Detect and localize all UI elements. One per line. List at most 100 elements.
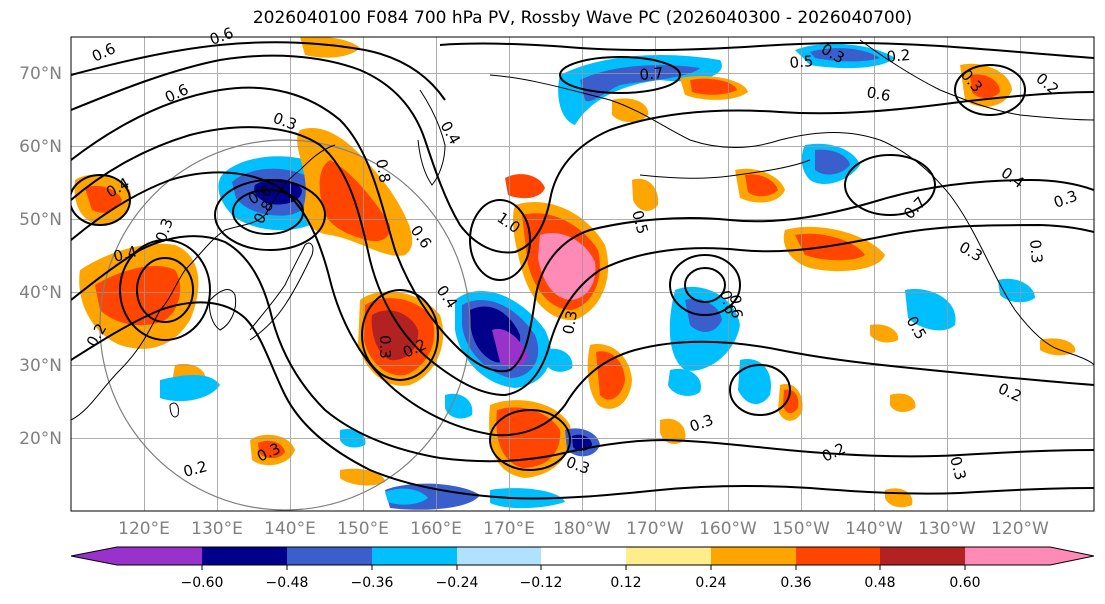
contour-label: 0.3 — [376, 335, 394, 359]
positive-anomaly-hawaii — [660, 418, 686, 444]
radius-circle — [99, 139, 471, 511]
lon-label: 180°W — [553, 519, 611, 539]
contour-line-7 — [439, 42, 1094, 59]
coastlines — [71, 39, 1094, 421]
contour-line-3 — [71, 235, 1094, 463]
coastline-alaska — [489, 74, 881, 148]
colorbar-segment — [287, 547, 372, 565]
lon-label: 140°W — [845, 519, 903, 539]
negative-anomaly-bering-core — [580, 65, 700, 102]
map-frame — [70, 36, 1095, 512]
closed-contour-china — [119, 239, 211, 341]
colorbar-segment — [372, 547, 457, 565]
colorbar-tick-label: 0.24 — [695, 575, 726, 591]
longitude-labels: 120°E 130°E 140°E 150°E 160°E 170°E 180°… — [118, 519, 1049, 539]
positive-anomaly-central-pacific-core — [371, 310, 419, 361]
colorbar-segment — [796, 547, 880, 565]
contour-line-5 — [71, 54, 1094, 254]
negative-anomaly-east-pacific-b — [905, 289, 956, 331]
lon-label: 120°W — [991, 519, 1049, 539]
lat-label-70n: 70°N — [19, 64, 62, 84]
colorbar-segment — [880, 547, 965, 565]
closed-contour-subtropics — [489, 409, 571, 471]
graticule — [71, 37, 1094, 511]
positive-anomaly-baja — [1040, 338, 1076, 356]
positive-anomaly-east-pacific-core — [783, 389, 799, 414]
closed-contour-okhotsk-inner — [232, 189, 304, 235]
colorbar-extend-left — [71, 547, 117, 565]
lon-label: 120°E — [118, 519, 170, 539]
positive-anomaly-taiwan-core — [258, 440, 285, 459]
colorbar-segment — [965, 547, 1050, 565]
coastline-aleutians — [639, 159, 811, 179]
contour-label: 0.6 — [716, 288, 740, 316]
colorbar: −0.60 −0.48 −0.36 −0.24 −0.12 0.12 0.24 … — [70, 546, 1095, 591]
closed-contour-gulf-alaska — [844, 154, 936, 216]
lon-label: 160°W — [699, 519, 757, 539]
closed-contour-canada — [954, 64, 1026, 116]
colorbar-tick-label: 0.60 — [949, 575, 980, 591]
coastline-japan — [249, 242, 314, 341]
closed-contour-dateline — [469, 199, 531, 281]
negative-anomaly-tropical-band-west — [385, 488, 428, 505]
lon-label: 170°E — [483, 519, 535, 539]
negative-anomaly-small-a — [445, 393, 473, 419]
closed-contour-china-inner — [136, 257, 194, 323]
coastline-asia — [71, 144, 336, 421]
contour-label: 0.2 — [886, 46, 911, 66]
contour-label: 0.3 — [946, 454, 970, 482]
negative-anomaly-east-pacific-a — [738, 359, 771, 405]
positive-anomaly-alaska-south-core — [745, 174, 778, 197]
latitude-labels: 70°N 60°N 50°N 40°N 30°N 20°N — [19, 64, 62, 449]
contour-label: 0.6 — [865, 83, 892, 105]
coastline-kamchatka — [417, 89, 446, 186]
lat-label-40n: 40°N — [19, 283, 62, 303]
closed-contour-165w-inner — [684, 267, 726, 303]
contour-line-2 — [71, 171, 1094, 437]
contour-line-1 — [71, 126, 1094, 397]
positive-anomaly-east-pacific-b — [870, 324, 899, 343]
coastline-korea — [209, 289, 237, 331]
colorbar-tick-label: −0.12 — [520, 575, 563, 591]
lat-label-50n: 50°N — [19, 210, 62, 230]
colorbar-tick-label: −0.24 — [436, 575, 479, 591]
contour-line-0 — [71, 86, 1094, 373]
lon-label: 130°W — [918, 519, 976, 539]
positive-anomaly-kamchatka — [632, 178, 659, 212]
map-title: 2026040100 F084 700 hPa PV, Rossby Wave … — [252, 8, 913, 28]
colorbar-segment — [117, 547, 202, 565]
contour-label: 0.2 — [181, 457, 209, 481]
colorbar-segment — [457, 547, 541, 565]
contour-line-6 — [71, 41, 446, 101]
lon-label: 160°E — [410, 519, 462, 539]
colorbar-segment — [541, 547, 626, 565]
colorbar-tick-label: −0.36 — [351, 575, 394, 591]
colorbar-tick-label: 0.48 — [864, 575, 895, 591]
positive-anomaly-tropical-west — [340, 468, 385, 486]
contour-label: 0.5 — [789, 52, 814, 72]
lon-label: 170°W — [626, 519, 684, 539]
coastline-canada — [879, 139, 1094, 366]
positive-anomaly-arctic-core — [690, 78, 737, 95]
contour-label: 0.5 — [628, 208, 652, 236]
negative-anomaly-arctic-core — [810, 48, 880, 62]
colorbar-tick-label: 0.12 — [610, 575, 641, 591]
positive-anomaly-china-north-core — [85, 185, 122, 213]
colorbar-extend-right — [1050, 547, 1094, 565]
negative-anomaly-165w-south — [668, 368, 701, 396]
contour-label: 0.6 — [726, 294, 746, 319]
coastline-arctic — [859, 39, 1094, 121]
positive-anomaly-subtropics-core — [496, 407, 561, 468]
colorbar-tick-label: −0.48 — [266, 575, 309, 591]
lon-label: 150°W — [772, 519, 830, 539]
lat-label-20n: 20°N — [19, 429, 62, 449]
colorbar-tick-label: −0.60 — [181, 575, 224, 591]
closed-contour-central-pacific — [361, 289, 439, 381]
positive-anomaly-north-pacific-core — [538, 233, 596, 300]
colorbar-tick-label: 0.36 — [780, 575, 811, 591]
closed-contour-okhotsk — [214, 179, 326, 251]
coastline-taiwan — [169, 402, 179, 418]
negative-anomaly-gulf-alaska-core — [815, 149, 850, 175]
colorbar-segment — [626, 547, 711, 565]
